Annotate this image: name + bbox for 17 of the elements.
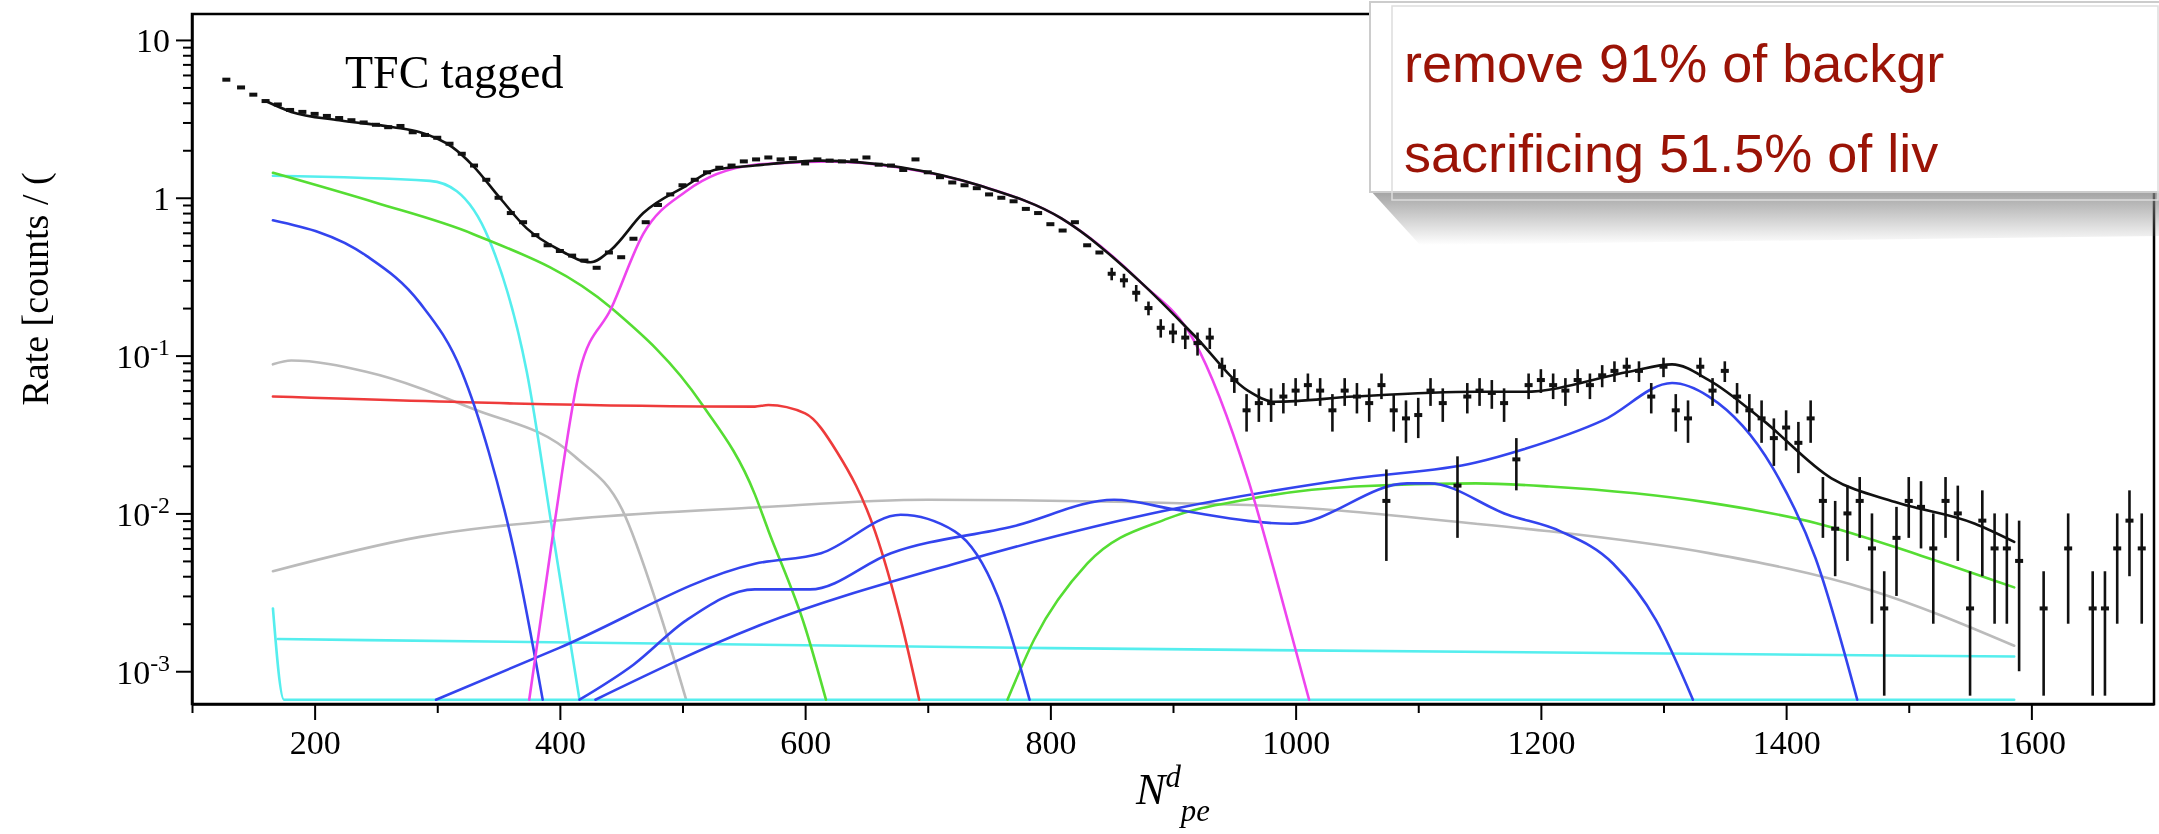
y-tick-label: 10: [136, 22, 170, 60]
x-tick-label: 400: [534, 724, 586, 762]
y-tick-label: 10$^{-1}$: [116, 333, 170, 375]
x-tick-label: 1600: [1997, 724, 2066, 762]
x-tick-label: 1000: [1262, 724, 1331, 762]
y-tick-label: 10$^{-2}$: [116, 491, 170, 533]
annotation: sacrificing 51.5% of liv: [1404, 123, 1939, 183]
annotation: TFC tagged: [345, 47, 564, 98]
x-tick-label: 1200: [1507, 724, 1576, 762]
x-tick-label: 800: [1025, 724, 1077, 762]
y-tick-label: 10$^{-3}$: [116, 649, 170, 691]
x-tick-label: 200: [289, 724, 341, 762]
x-tick-label: 1400: [1752, 724, 1821, 762]
annotation: remove 91% of backgr: [1404, 33, 1945, 93]
y-axis-title: Rate [counts / (: [14, 172, 57, 406]
x-tick-label: 600: [780, 724, 832, 762]
y-tick-label: 1: [153, 180, 170, 218]
